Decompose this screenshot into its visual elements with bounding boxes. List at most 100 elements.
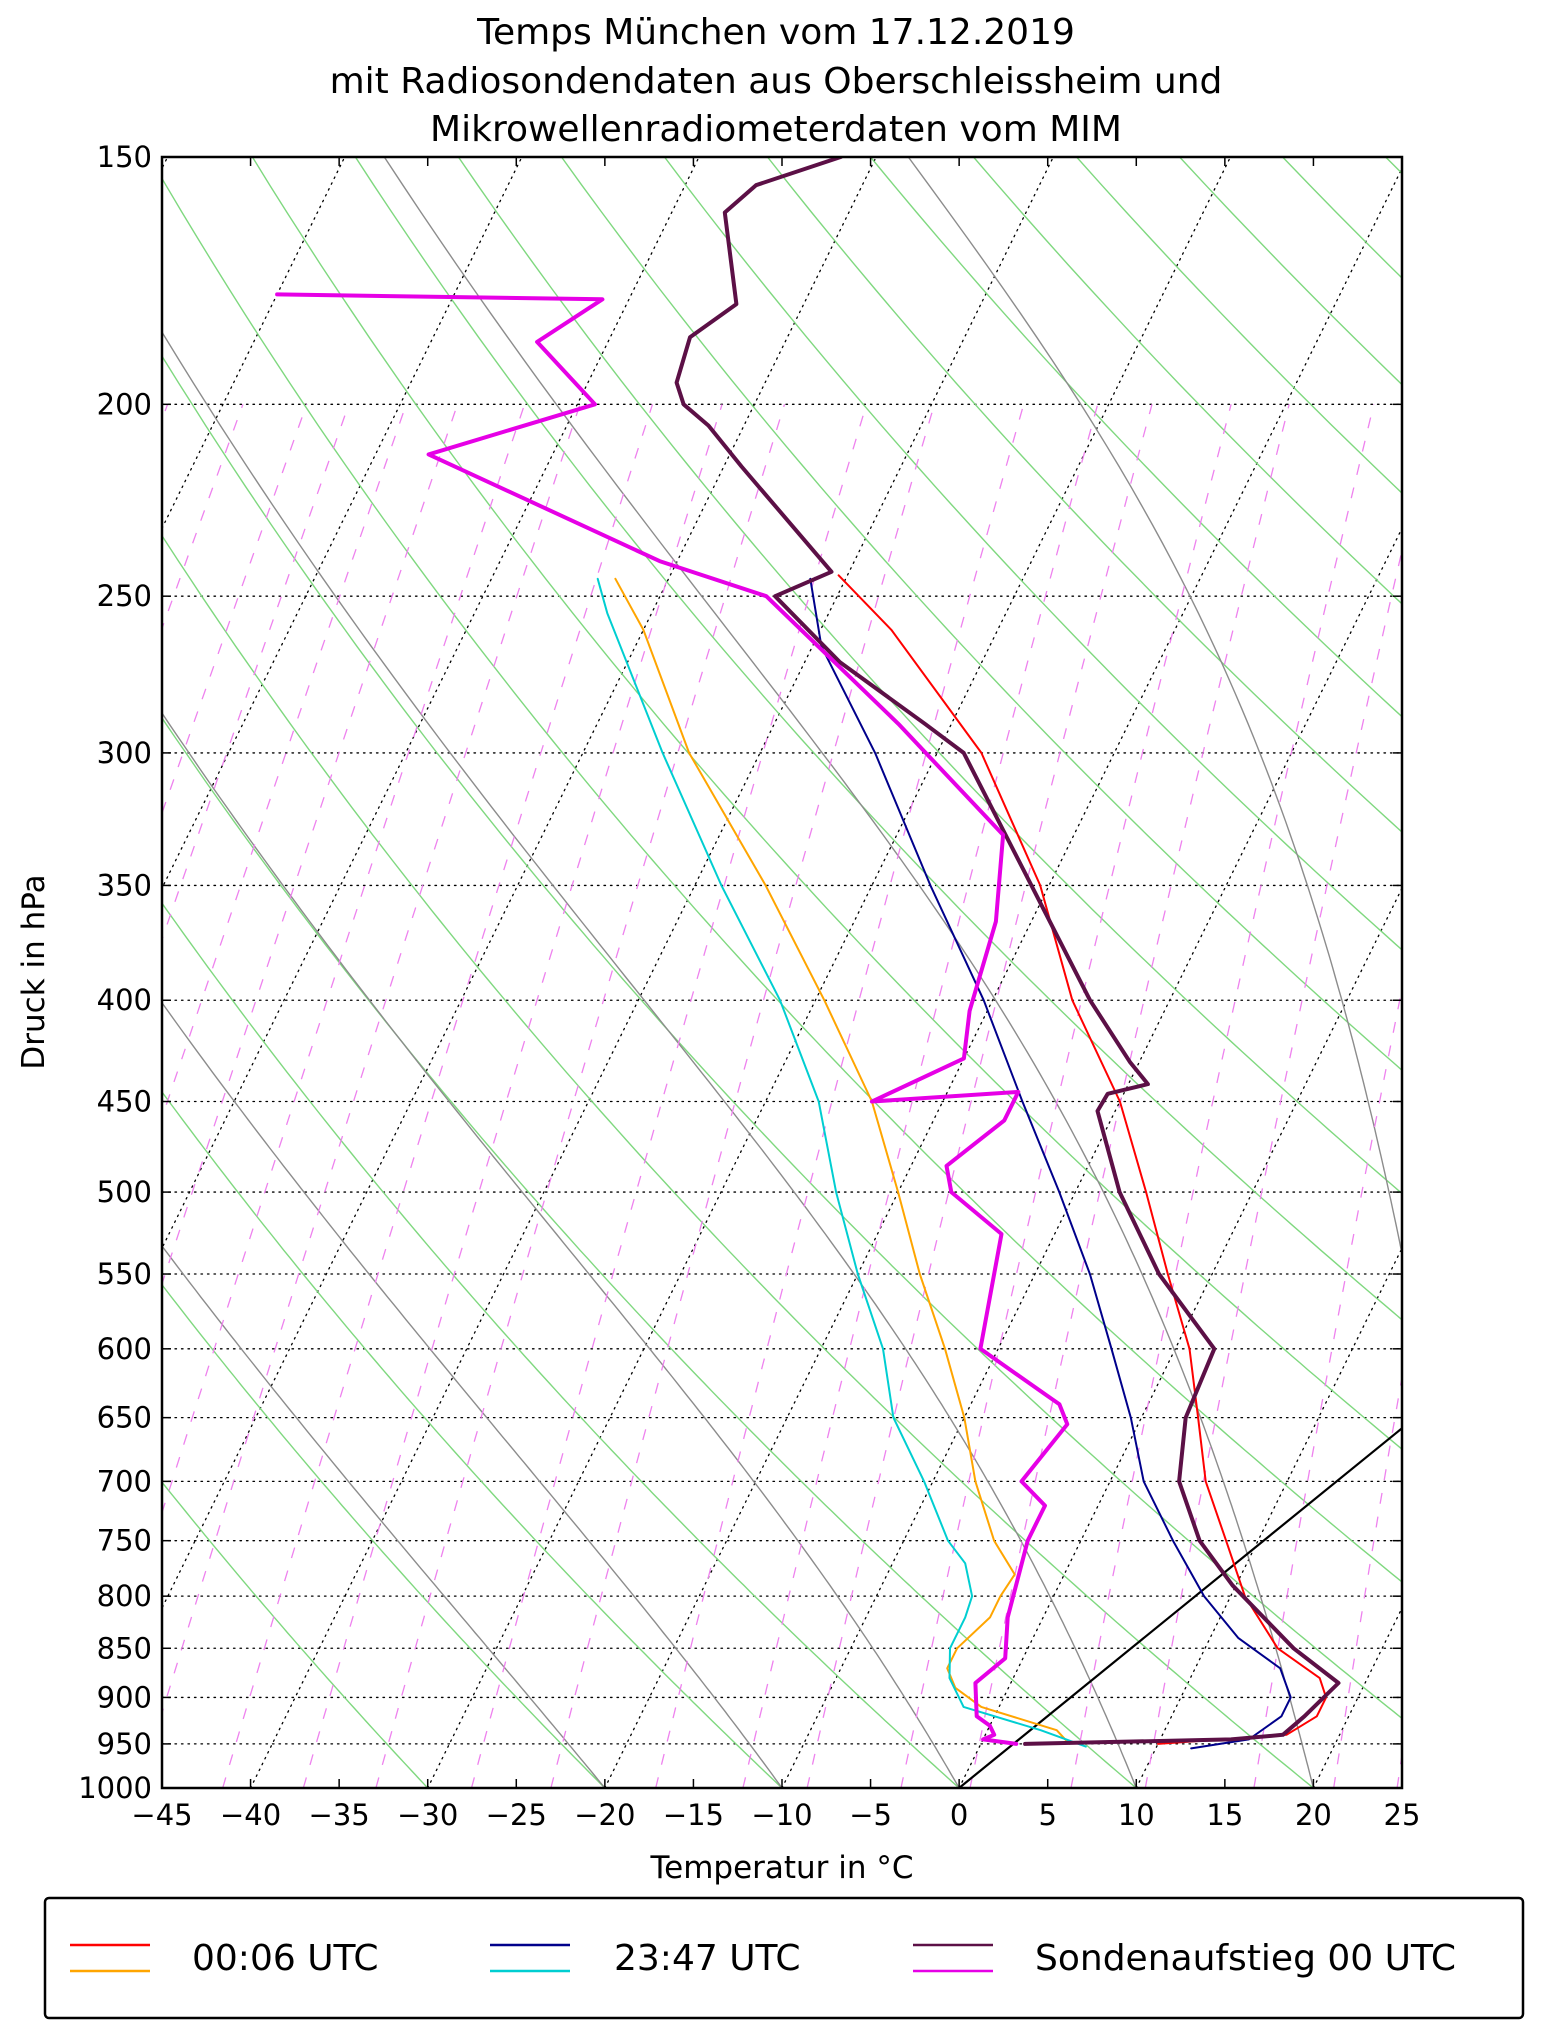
dry-adiabat-line [1179, 157, 1402, 386]
x-tick-label: −30 [397, 1798, 458, 1832]
mixing-ratio-line [302, 404, 723, 1788]
x-tick-label: 15 [1206, 1798, 1243, 1832]
y-axis-label: Druck in hPa [16, 874, 52, 1069]
mixing-ratio-line [0, 404, 96, 1788]
mixing-ratio-line [742, 404, 1099, 1788]
dry-adiabat-line [1076, 157, 1402, 495]
mixing-ratio-line [1070, 404, 1375, 1788]
dry-adiabat-line [162, 1481, 429, 1788]
y-tick-label: 650 [97, 1401, 152, 1435]
mixing-ratio-lines [0, 404, 1402, 1788]
legend-entry-sonde: Sondenaufstieg 00 UTC [913, 1938, 1456, 1979]
isotherm-line [249, 157, 1054, 1788]
mixing-ratio-line [470, 404, 868, 1788]
x-tick-label: 5 [1038, 1798, 1056, 1832]
chart-title-line-2: mit Radiosondendaten aus Oberschleisshei… [330, 61, 1223, 102]
mixing-ratio-line [162, 404, 526, 1515]
isotherm-line [781, 526, 1402, 1788]
y-tick-label: 1000 [78, 1771, 152, 1805]
mixing-ratio-line [162, 404, 308, 815]
dry-adiabat-line [1489, 157, 1542, 1788]
x-tick-label: 10 [1118, 1798, 1155, 1832]
dry-adiabat-line [1385, 157, 1402, 175]
mixing-ratio-line [655, 404, 1025, 1788]
legend-box [43, 1896, 1525, 2020]
y-tick-label: 800 [97, 1579, 152, 1613]
legend-label-0006: 00:06 UTC [192, 1938, 379, 1979]
isotherm-line [1312, 1606, 1402, 1788]
y-tick-label: 900 [97, 1680, 152, 1714]
isotherm-line [427, 157, 1232, 1788]
series-line-2-temperature [809, 577, 1292, 1750]
x-tick-label: 20 [1295, 1798, 1332, 1832]
x-tick-label: 0 [950, 1798, 968, 1832]
legend-entry-2347: 23:47 UTC [490, 1938, 801, 1979]
x-tick-label: −25 [486, 1798, 547, 1832]
x-tick-label: 25 [1384, 1798, 1421, 1832]
mixing-ratio-line [222, 404, 654, 1788]
moist-adiabats [162, 157, 1402, 1788]
y-tick-label: 500 [97, 1175, 152, 1209]
x-tick-label: −20 [574, 1798, 635, 1832]
y-tick-label: 950 [97, 1727, 152, 1761]
x-axis-label: Temperatur in °C [649, 1850, 913, 1886]
mixing-ratio-line [162, 404, 459, 1286]
legend-entry-0006: 00:06 UTC [70, 1938, 379, 1979]
x-tick-label: −15 [663, 1798, 724, 1832]
series-line-5-dewpoint [275, 292, 1070, 1746]
y-tick-label: 400 [97, 983, 152, 1017]
x-tick-label: −10 [751, 1798, 812, 1832]
dry-adiabat-line [663, 157, 1402, 951]
dry-adiabats [162, 157, 1542, 1788]
isotherm-line [604, 166, 1402, 1788]
mixing-ratio-line [1396, 1750, 1402, 1788]
chart-title-line-1: Temps München vom 17.12.2019 [476, 12, 1075, 53]
y-tick-label: 600 [97, 1332, 152, 1366]
dry-adiabat-line [251, 157, 1402, 1451]
y-tick-label: 750 [97, 1524, 152, 1558]
dry-adiabat-line [162, 1283, 606, 1788]
reference-line [958, 1426, 1402, 1788]
moist-adiabat-line [383, 157, 1315, 1788]
mixing-ratio-line [900, 404, 1232, 1788]
dry-adiabat-line [162, 177, 1402, 1583]
chart-title-line-3: Mikrowellenradiometerdaten vom MIM [430, 109, 1122, 150]
dry-adiabat-line [162, 534, 1314, 1788]
y-tick-label: 850 [97, 1631, 152, 1665]
moist-adiabat-line [162, 1001, 783, 1788]
y-tick-label: 350 [97, 868, 152, 902]
isotherm-line [162, 157, 346, 530]
dry-adiabat-line [162, 901, 960, 1788]
mixing-ratio-line [1253, 985, 1402, 1788]
isotherm-line [1491, 157, 1542, 1788]
dry-adiabat-line [162, 1090, 783, 1788]
moist-adiabat-line [162, 1244, 606, 1788]
isotherm-line [958, 886, 1402, 1788]
isotherm-line [162, 157, 877, 1610]
moist-adiabat-line [162, 711, 960, 1788]
mixing-ratio-line [1144, 547, 1402, 1788]
x-tick-label: −5 [849, 1798, 892, 1832]
moist-adiabat-line [907, 157, 1402, 1257]
mixing-ratio-line [162, 404, 581, 1715]
series-line-4-temperature [674, 157, 1341, 1746]
y-tick-label: 700 [97, 1464, 152, 1498]
chart-title: Temps München vom 17.12.2019 mit Radioso… [330, 12, 1223, 150]
dry-adiabat-line [457, 157, 1402, 1195]
moist-adiabat-line [162, 330, 1137, 1788]
mixing-ratio-line [375, 404, 786, 1788]
data-series [275, 157, 1341, 1750]
series-line-3-dewpoint [596, 577, 1087, 1748]
isotherm-line [162, 157, 523, 890]
dry-adiabat-line [162, 354, 1402, 1720]
y-tick-label: 450 [97, 1085, 152, 1119]
legend: 00:06 UTC 23:47 UTC Sondenaufstieg 00 UT… [43, 1896, 1525, 2020]
dry-adiabat-line [354, 157, 1402, 1321]
dry-adiabat-line [972, 157, 1402, 605]
mixing-ratio-line [550, 404, 936, 1788]
plot-area [0, 157, 1542, 1788]
y-tick-label: 200 [97, 387, 152, 421]
mixing-ratio-line [1333, 1373, 1402, 1788]
dry-adiabat-line [766, 157, 1402, 834]
